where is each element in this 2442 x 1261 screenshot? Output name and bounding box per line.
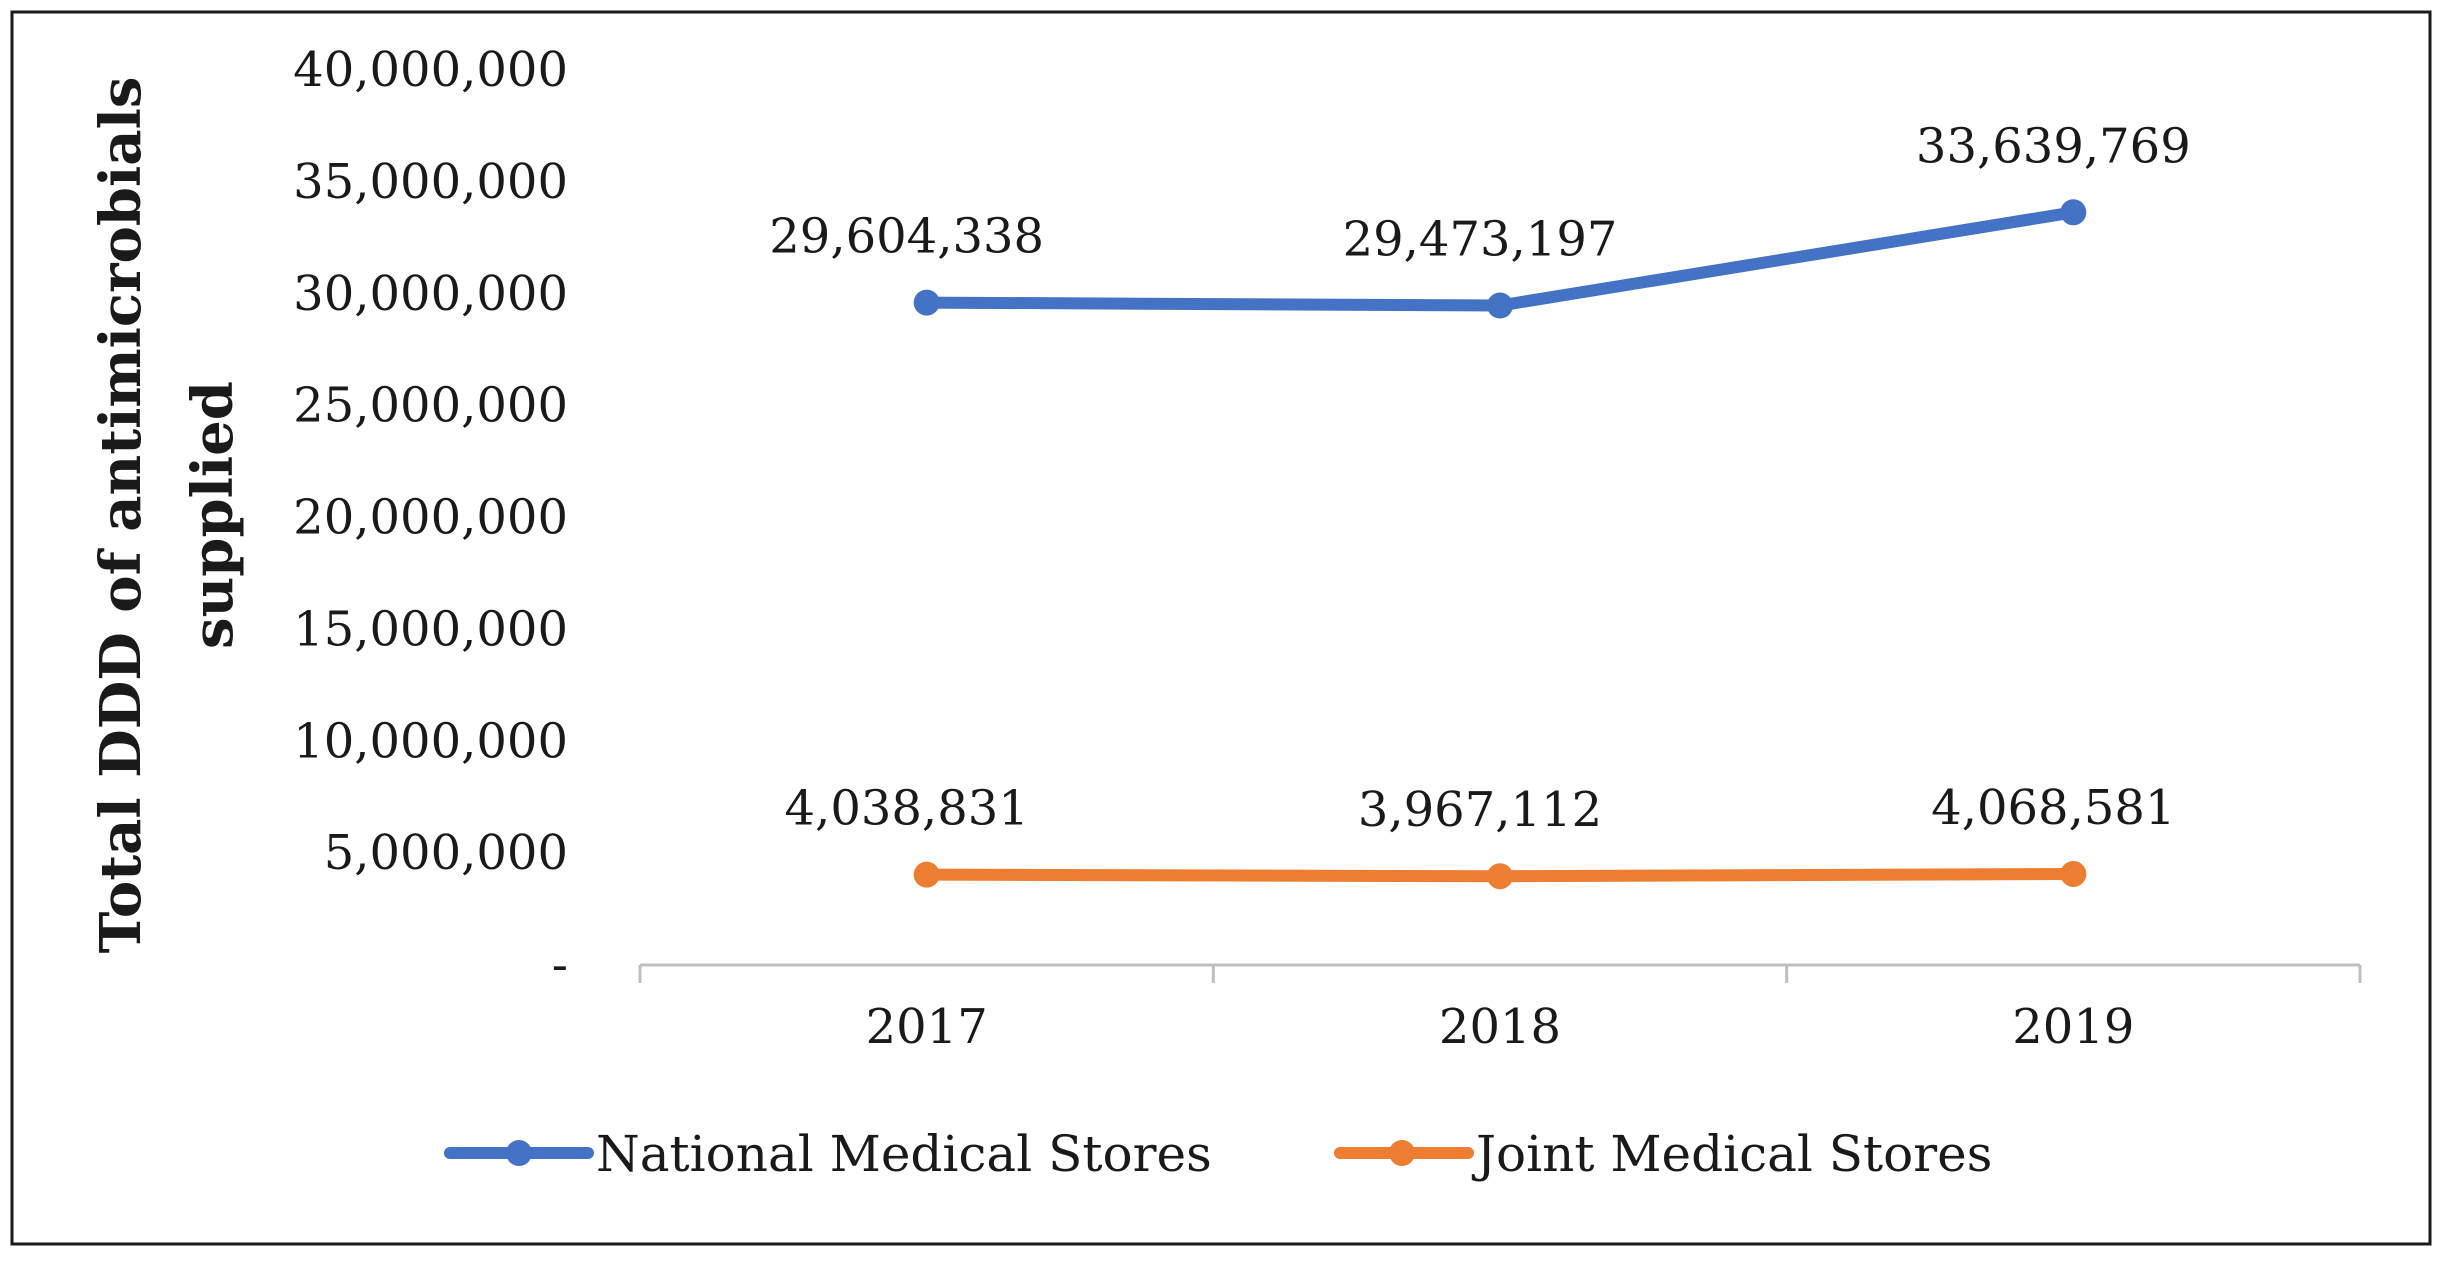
y-tick-label: 10,000,000 — [293, 713, 568, 769]
y-axis-title: Total DDD of antimicrobials supplied — [88, 77, 246, 954]
data-label-joint-medical-stores: 3,967,112 — [1358, 782, 1602, 838]
series-layer: 29,604,338 29,473,197 33,639,769 4,038,831 3… — [769, 118, 2191, 890]
y-tick-label: 35,000,000 — [293, 154, 568, 210]
legend-marker-joint — [1389, 1140, 1415, 1166]
data-label-national-medical-stores: 33,639,769 — [1916, 118, 2191, 174]
data-point-joint-medical-stores — [2060, 860, 2087, 887]
data-label-joint-medical-stores: 4,068,581 — [1931, 780, 2175, 836]
legend-label-national: National Medical Stores — [596, 1125, 1212, 1183]
y-tick-label: 40,000,000 — [293, 42, 568, 98]
y-axis-title-line-2: supplied — [180, 381, 246, 649]
y-tick-label: - — [552, 937, 568, 993]
x-tick-label: 2017 — [866, 999, 988, 1055]
y-tick-label: 30,000,000 — [293, 266, 568, 322]
data-point-national-medical-stores — [1487, 292, 1513, 319]
data-point-national-medical-stores — [2060, 199, 2087, 226]
y-axis: - 5,000,000 10,000,000 15,000,000 20,000,000… — [293, 42, 568, 993]
series-national-medical-stores: 29,604,338 29,473,197 33,639,769 — [769, 118, 2191, 319]
data-point-national-medical-stores — [913, 289, 940, 316]
legend-marker-national — [506, 1140, 532, 1166]
y-axis-title-line-1: Total DDD of antimicrobials — [88, 77, 154, 954]
y-tick-label: 15,000,000 — [293, 601, 568, 657]
legend-item-national-medical-stores: National Medical Stores — [444, 1125, 1212, 1183]
data-label-national-medical-stores: 29,473,197 — [1343, 212, 1618, 268]
x-axis: 2017 2018 2019 — [638, 963, 2362, 1055]
legend-item-joint-medical-stores: Joint Medical Stores — [1334, 1125, 1992, 1183]
data-point-joint-medical-stores — [1487, 863, 1513, 890]
y-tick-label: 5,000,000 — [324, 825, 568, 881]
legend: National Medical Stores Joint Medical St… — [444, 1125, 1992, 1183]
series-joint-medical-stores: 4,038,831 3,967,112 4,068,581 — [785, 780, 2175, 890]
y-tick-label: 20,000,000 — [293, 490, 568, 546]
data-label-joint-medical-stores: 4,038,831 — [785, 781, 1029, 837]
x-tick-label: 2019 — [2012, 999, 2134, 1055]
y-tick-label: 25,000,000 — [293, 378, 568, 434]
data-point-joint-medical-stores — [913, 861, 940, 888]
x-tick-label: 2018 — [1439, 999, 1561, 1055]
legend-label-joint: Joint Medical Stores — [1471, 1125, 1992, 1183]
data-label-national-medical-stores: 29,604,338 — [769, 209, 1044, 265]
